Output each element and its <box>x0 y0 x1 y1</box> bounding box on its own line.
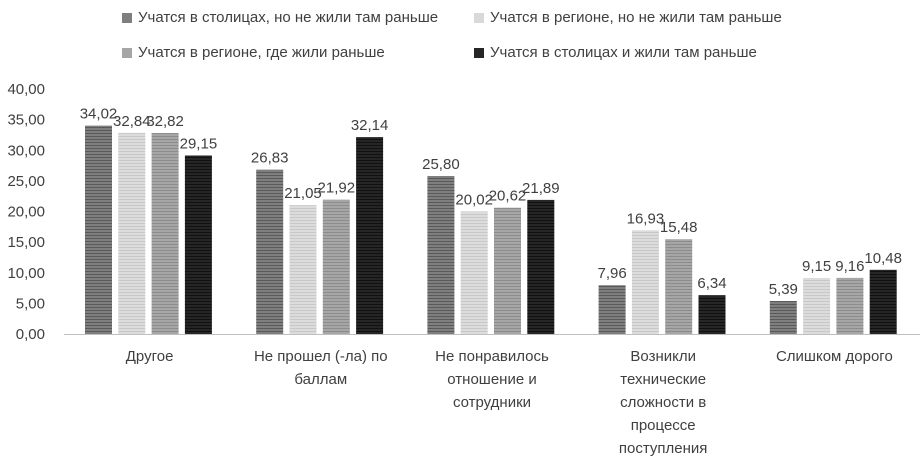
data-label: 10,48 <box>864 250 902 267</box>
bar-series-4-cat-1 <box>184 155 212 334</box>
bar-series-3-cat-2 <box>322 199 350 334</box>
x-category-label: Не понравилось отношение и сотрудники <box>435 348 549 411</box>
data-label: 5,39 <box>769 281 798 298</box>
data-label: 32,82 <box>146 113 184 130</box>
bar-series-1-cat-3 <box>427 176 455 334</box>
legend-item-series-2: Учатся в регионе, но не жили там раньше <box>474 9 782 26</box>
bar-series-4-cat-2 <box>356 137 384 334</box>
bar-series-2-cat-4 <box>631 230 659 334</box>
data-label: 21,05 <box>284 185 322 202</box>
legend-item-series-3: Учатся в регионе, где жили раньше <box>122 44 385 61</box>
bar-series-2-cat-1 <box>118 132 146 334</box>
data-label: 9,16 <box>835 258 864 275</box>
legend: Учатся в столицах, но не жили там раньше… <box>0 0 923 70</box>
x-category-label: Другое <box>125 348 174 365</box>
bar-series-1-cat-4 <box>598 285 626 334</box>
y-tick-label: 5,00 <box>16 295 45 312</box>
y-tick-label: 15,00 <box>7 234 45 251</box>
legend-label-series-3: Учатся в регионе, где жили раньше <box>138 44 385 61</box>
bar-series-2-cat-2 <box>289 205 317 334</box>
data-label: 20,62 <box>489 188 527 205</box>
bar-series-1-cat-2 <box>256 169 284 334</box>
data-label: 29,15 <box>180 136 218 153</box>
legend-label-series-4: Учатся в столицах и жили там раньше <box>490 44 757 61</box>
bar-series-2-cat-5 <box>803 278 831 334</box>
data-label: 32,14 <box>351 117 389 134</box>
bar-series-3-cat-3 <box>494 207 521 334</box>
y-tick-label: 30,00 <box>7 142 45 159</box>
y-tick-label: 25,00 <box>7 173 45 190</box>
data-label: 20,02 <box>455 191 493 208</box>
data-label: 6,34 <box>697 275 726 292</box>
y-tick-label: 40,00 <box>7 81 45 98</box>
bar-series-2-cat-3 <box>460 211 488 334</box>
data-label: 15,48 <box>660 219 698 236</box>
bar-series-4-cat-5 <box>869 269 897 334</box>
legend-swatch-series-3 <box>122 47 132 58</box>
bar-series-3-cat-4 <box>665 239 693 334</box>
y-tick-label: 35,00 <box>7 112 45 129</box>
bar-series-4-cat-4 <box>698 295 726 334</box>
legend-item-series-1: Учатся в столицах, но не жили там раньше <box>122 9 438 26</box>
bar-series-3-cat-5 <box>836 277 864 334</box>
legend-item-series-4: Учатся в столицах и жили там раньше <box>474 44 757 61</box>
data-label: 26,83 <box>251 150 289 167</box>
bar-series-1-cat-1 <box>85 125 112 334</box>
legend-label-series-2: Учатся в регионе, но не жили там раньше <box>490 9 782 26</box>
data-label: 34,02 <box>80 106 118 123</box>
x-category-label: Не прошел (-ла) по баллам <box>253 348 388 388</box>
data-label: 21,92 <box>318 180 356 197</box>
y-tick-label: 0,00 <box>16 326 45 343</box>
data-label: 9,15 <box>802 258 831 275</box>
data-label: 32,84 <box>113 113 151 130</box>
legend-swatch-series-2 <box>474 12 484 23</box>
legend-swatch-series-4 <box>474 47 484 58</box>
x-category-label: Возникли технические сложности в процесс… <box>618 348 708 457</box>
y-tick-label: 20,00 <box>7 204 45 221</box>
bar-series-3-cat-1 <box>151 133 179 334</box>
legend-label-series-1: Учатся в столицах, но не жили там раньше <box>138 9 439 26</box>
data-label: 7,96 <box>597 265 626 282</box>
bar-series-4-cat-3 <box>527 199 555 334</box>
legend-swatch-series-1 <box>122 12 132 23</box>
data-label: 21,89 <box>522 180 560 197</box>
x-category-label: Слишком дорого <box>775 348 893 365</box>
y-tick-label: 10,00 <box>7 265 45 282</box>
bar-series-1-cat-5 <box>769 301 797 334</box>
data-label: 16,93 <box>627 210 665 227</box>
data-label: 25,80 <box>422 156 460 173</box>
